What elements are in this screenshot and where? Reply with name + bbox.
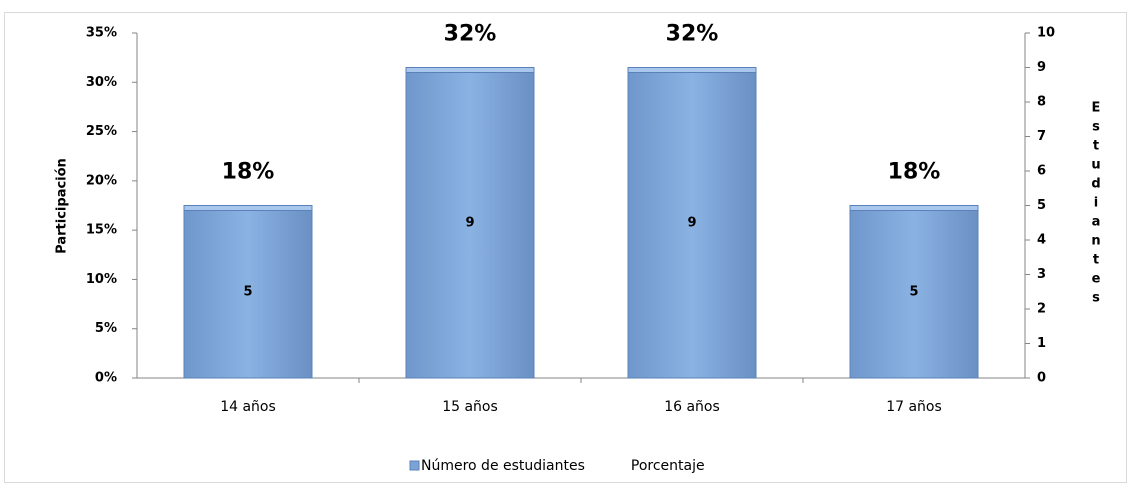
bar <box>183 205 313 379</box>
bar-value-label: 9 <box>687 215 696 230</box>
legend-label: Número de estudiantes <box>421 458 585 474</box>
x-tick-label: 16 años <box>664 399 720 415</box>
y-tick-label: 5% <box>95 321 117 336</box>
y2-tick-label: 2 <box>1037 302 1046 317</box>
y2-tick-label: 1 <box>1037 336 1046 351</box>
bar-value-label: 5 <box>243 284 252 299</box>
legend-swatch <box>409 460 420 471</box>
y-tick-label: 25% <box>86 124 117 139</box>
y-tick-label: 20% <box>86 173 117 188</box>
x-tick-label: 15 años <box>442 399 498 415</box>
y2-tick-label: 5 <box>1037 198 1046 213</box>
y2-axis-title: Estudiantes <box>1089 101 1104 310</box>
y2-tick-label: 7 <box>1037 129 1046 144</box>
y-tick-label: 30% <box>86 75 117 90</box>
point-value-label: 18% <box>222 160 275 185</box>
y-tick-label: 0% <box>95 371 117 386</box>
x-tick-label: 14 años <box>220 399 276 415</box>
bar-value-label: 9 <box>465 215 474 230</box>
y2-tick-label: 4 <box>1037 233 1046 248</box>
bar-cap <box>627 67 757 73</box>
bar <box>849 205 979 379</box>
y-tick-label: 35% <box>86 26 117 41</box>
bar <box>627 67 757 379</box>
bar-cap <box>849 205 979 211</box>
bar-value-label: 5 <box>909 284 918 299</box>
legend-label: Porcentaje <box>631 458 705 474</box>
bar-cap <box>183 205 313 211</box>
bar <box>405 67 535 379</box>
x-tick-label: 17 años <box>886 399 942 415</box>
y2-tick-label: 6 <box>1037 164 1046 179</box>
y-axis-title: Participación <box>55 158 70 254</box>
point-value-label: 32% <box>444 22 497 47</box>
y2-tick-label: 9 <box>1037 60 1046 75</box>
y2-tick-label: 3 <box>1037 267 1046 282</box>
point-value-label: 32% <box>666 22 719 47</box>
y2-tick-label: 0 <box>1037 371 1046 386</box>
bar-cap <box>405 67 535 73</box>
y2-tick-label: 8 <box>1037 95 1046 110</box>
y-tick-label: 10% <box>86 272 117 287</box>
y-tick-label: 15% <box>86 223 117 238</box>
y2-tick-label: 10 <box>1037 26 1055 41</box>
point-value-label: 18% <box>888 160 941 185</box>
